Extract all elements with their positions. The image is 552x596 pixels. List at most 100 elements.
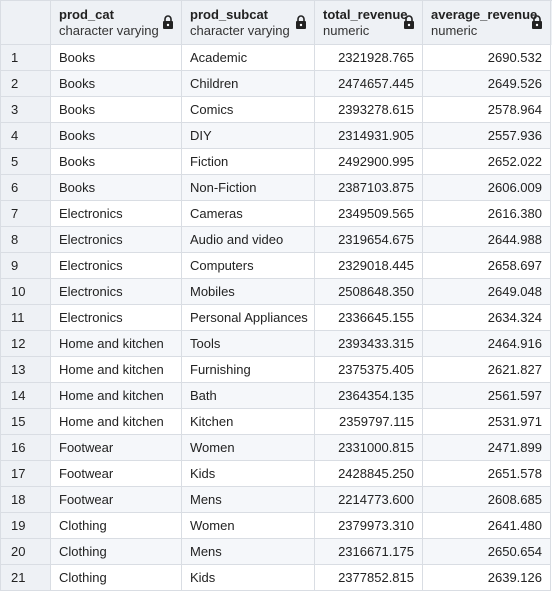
row-number[interactable]: 1 (1, 45, 51, 71)
cell-prod-cat[interactable]: Footwear (51, 435, 182, 461)
cell-prod-subcat[interactable]: Non-Fiction (182, 175, 315, 201)
cell-total-revenue[interactable]: 2428845.250 (315, 461, 423, 487)
cell-total-revenue[interactable]: 2314931.905 (315, 123, 423, 149)
cell-total-revenue[interactable]: 2379973.310 (315, 513, 423, 539)
cell-average-revenue[interactable]: 2641.480 (423, 513, 551, 539)
cell-average-revenue[interactable]: 2606.009 (423, 175, 551, 201)
table-row[interactable]: 21 Clothing Kids 2377852.815 2639.126 (1, 565, 552, 591)
table-row[interactable]: 5 Books Fiction 2492900.995 2652.022 (1, 149, 552, 175)
cell-prod-subcat[interactable]: Kids (182, 461, 315, 487)
cell-prod-subcat[interactable]: Women (182, 513, 315, 539)
cell-average-revenue[interactable]: 2634.324 (423, 305, 551, 331)
cell-prod-cat[interactable]: Footwear (51, 487, 182, 513)
cell-prod-cat[interactable]: Electronics (51, 253, 182, 279)
cell-total-revenue[interactable]: 2508648.350 (315, 279, 423, 305)
table-row[interactable]: 18 Footwear Mens 2214773.600 2608.685 (1, 487, 552, 513)
row-number[interactable]: 16 (1, 435, 51, 461)
cell-average-revenue[interactable]: 2561.597 (423, 383, 551, 409)
cell-prod-subcat[interactable]: Kitchen (182, 409, 315, 435)
cell-prod-cat[interactable]: Books (51, 149, 182, 175)
row-number[interactable]: 21 (1, 565, 51, 591)
column-header-prod-subcat[interactable]: prod_subcat character varying (182, 1, 315, 45)
table-row[interactable]: 20 Clothing Mens 2316671.175 2650.654 (1, 539, 552, 565)
cell-prod-cat[interactable]: Books (51, 97, 182, 123)
row-number[interactable]: 10 (1, 279, 51, 305)
table-row[interactable]: 9 Electronics Computers 2329018.445 2658… (1, 253, 552, 279)
cell-average-revenue[interactable]: 2616.380 (423, 201, 551, 227)
table-row[interactable]: 4 Books DIY 2314931.905 2557.936 (1, 123, 552, 149)
row-number[interactable]: 6 (1, 175, 51, 201)
cell-prod-subcat[interactable]: Tools (182, 331, 315, 357)
cell-average-revenue[interactable]: 2644.988 (423, 227, 551, 253)
cell-total-revenue[interactable]: 2387103.875 (315, 175, 423, 201)
row-number[interactable]: 18 (1, 487, 51, 513)
cell-prod-cat[interactable]: Clothing (51, 565, 182, 591)
cell-prod-cat[interactable]: Footwear (51, 461, 182, 487)
row-number[interactable]: 17 (1, 461, 51, 487)
row-number[interactable]: 11 (1, 305, 51, 331)
cell-total-revenue[interactable]: 2393433.315 (315, 331, 423, 357)
table-row[interactable]: 2 Books Children 2474657.445 2649.526 (1, 71, 552, 97)
cell-prod-subcat[interactable]: Children (182, 71, 315, 97)
row-number[interactable]: 4 (1, 123, 51, 149)
table-row[interactable]: 13 Home and kitchen Furnishing 2375375.4… (1, 357, 552, 383)
cell-average-revenue[interactable]: 2531.971 (423, 409, 551, 435)
row-number[interactable]: 12 (1, 331, 51, 357)
cell-total-revenue[interactable]: 2474657.445 (315, 71, 423, 97)
table-row[interactable]: 10 Electronics Mobiles 2508648.350 2649.… (1, 279, 552, 305)
cell-prod-cat[interactable]: Home and kitchen (51, 383, 182, 409)
cell-prod-subcat[interactable]: Kids (182, 565, 315, 591)
cell-total-revenue[interactable]: 2377852.815 (315, 565, 423, 591)
table-row[interactable]: 6 Books Non-Fiction 2387103.875 2606.009 (1, 175, 552, 201)
cell-prod-subcat[interactable]: Audio and video (182, 227, 315, 253)
table-row[interactable]: 16 Footwear Women 2331000.815 2471.899 (1, 435, 552, 461)
cell-total-revenue[interactable]: 2336645.155 (315, 305, 423, 331)
cell-average-revenue[interactable]: 2650.654 (423, 539, 551, 565)
column-header-total-revenue[interactable]: total_revenue numeric (315, 1, 423, 45)
cell-average-revenue[interactable]: 2578.964 (423, 97, 551, 123)
cell-prod-subcat[interactable]: Personal Appliances (182, 305, 315, 331)
cell-total-revenue[interactable]: 2359797.115 (315, 409, 423, 435)
cell-total-revenue[interactable]: 2316671.175 (315, 539, 423, 565)
cell-prod-cat[interactable]: Books (51, 175, 182, 201)
column-header-prod-cat[interactable]: prod_cat character varying (51, 1, 182, 45)
cell-prod-cat[interactable]: Clothing (51, 513, 182, 539)
cell-total-revenue[interactable]: 2321928.765 (315, 45, 423, 71)
cell-prod-subcat[interactable]: Mens (182, 539, 315, 565)
cell-average-revenue[interactable]: 2639.126 (423, 565, 551, 591)
cell-prod-cat[interactable]: Home and kitchen (51, 409, 182, 435)
cell-average-revenue[interactable]: 2649.526 (423, 71, 551, 97)
cell-average-revenue[interactable]: 2652.022 (423, 149, 551, 175)
cell-prod-subcat[interactable]: Women (182, 435, 315, 461)
table-row[interactable]: 12 Home and kitchen Tools 2393433.315 24… (1, 331, 552, 357)
cell-prod-cat[interactable]: Home and kitchen (51, 357, 182, 383)
row-number[interactable]: 7 (1, 201, 51, 227)
cell-prod-subcat[interactable]: Cameras (182, 201, 315, 227)
row-number[interactable]: 5 (1, 149, 51, 175)
cell-average-revenue[interactable]: 2658.697 (423, 253, 551, 279)
row-number[interactable]: 15 (1, 409, 51, 435)
cell-total-revenue[interactable]: 2375375.405 (315, 357, 423, 383)
cell-prod-subcat[interactable]: Mobiles (182, 279, 315, 305)
cell-prod-cat[interactable]: Books (51, 45, 182, 71)
row-number[interactable]: 13 (1, 357, 51, 383)
cell-prod-cat[interactable]: Home and kitchen (51, 331, 182, 357)
table-row[interactable]: 3 Books Comics 2393278.615 2578.964 (1, 97, 552, 123)
row-number[interactable]: 14 (1, 383, 51, 409)
cell-prod-subcat[interactable]: Furnishing (182, 357, 315, 383)
table-row[interactable]: 8 Electronics Audio and video 2319654.67… (1, 227, 552, 253)
row-number-header[interactable] (1, 1, 51, 45)
cell-total-revenue[interactable]: 2349509.565 (315, 201, 423, 227)
column-header-average-revenue[interactable]: average_revenue numeric (423, 1, 551, 45)
cell-average-revenue[interactable]: 2608.685 (423, 487, 551, 513)
cell-prod-subcat[interactable]: Computers (182, 253, 315, 279)
cell-total-revenue[interactable]: 2214773.600 (315, 487, 423, 513)
table-row[interactable]: 15 Home and kitchen Kitchen 2359797.115 … (1, 409, 552, 435)
cell-average-revenue[interactable]: 2651.578 (423, 461, 551, 487)
cell-prod-subcat[interactable]: Bath (182, 383, 315, 409)
table-row[interactable]: 7 Electronics Cameras 2349509.565 2616.3… (1, 201, 552, 227)
cell-total-revenue[interactable]: 2492900.995 (315, 149, 423, 175)
cell-prod-cat[interactable]: Books (51, 71, 182, 97)
table-row[interactable]: 11 Electronics Personal Appliances 23366… (1, 305, 552, 331)
table-row[interactable]: 17 Footwear Kids 2428845.250 2651.578 (1, 461, 552, 487)
